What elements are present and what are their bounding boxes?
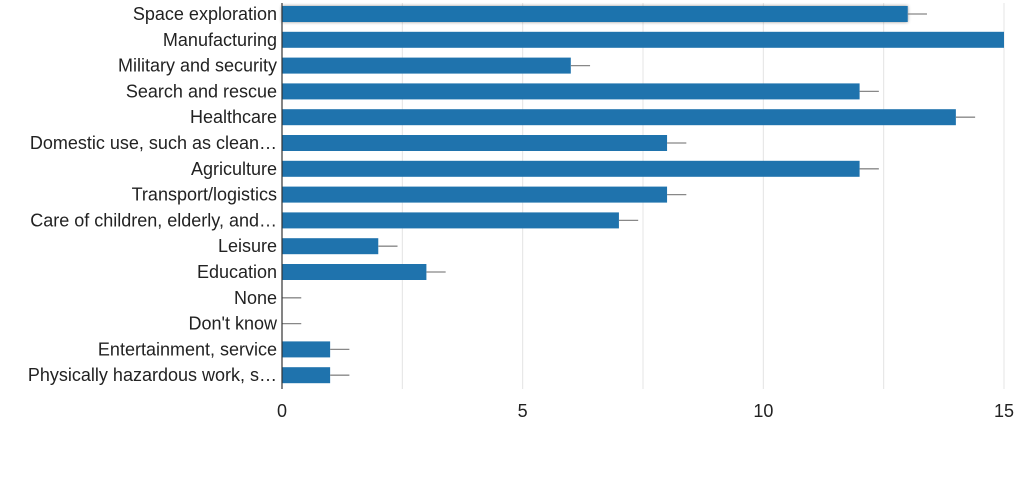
category-label: Domestic use, such as clean… [30, 133, 277, 153]
category-label: Don't know [189, 314, 278, 334]
bar[interactable] [282, 6, 908, 22]
category-label: Physically hazardous work, s… [28, 365, 277, 385]
x-tick-label: 5 [518, 401, 528, 421]
x-tick-labels: 0 5 10 15 [277, 401, 1014, 421]
category-label: Space exploration [133, 4, 277, 24]
bar[interactable] [282, 57, 571, 74]
category-label: Healthcare [190, 107, 277, 127]
bar[interactable] [282, 160, 860, 177]
x-tick-label: 0 [277, 401, 287, 421]
x-tick-label: 10 [753, 401, 773, 421]
bar[interactable] [282, 264, 427, 280]
category-label: Entertainment, service [98, 339, 277, 359]
bar[interactable] [282, 31, 1004, 48]
category-label: Care of children, elderly, and… [30, 210, 277, 230]
bar[interactable] [282, 238, 379, 255]
bar[interactable] [282, 83, 860, 100]
bar[interactable] [282, 186, 668, 203]
error-bars [282, 13, 976, 376]
category-label: Leisure [218, 236, 277, 256]
category-label: Military and security [118, 56, 277, 76]
bar[interactable] [282, 109, 956, 126]
bars [282, 6, 1004, 384]
category-label: Manufacturing [163, 30, 277, 50]
category-label: Search and rescue [126, 81, 277, 101]
category-label: None [234, 288, 277, 308]
bar[interactable] [282, 135, 668, 151]
x-tick-label: 15 [994, 401, 1014, 421]
bar[interactable] [282, 212, 619, 229]
category-label: Education [197, 262, 277, 282]
category-labels: Space exploration Manufacturing Military a… [28, 4, 278, 385]
category-label: Agriculture [191, 159, 277, 179]
category-label: Transport/logistics [132, 185, 277, 205]
bar[interactable] [282, 341, 331, 358]
bar[interactable] [282, 367, 331, 384]
